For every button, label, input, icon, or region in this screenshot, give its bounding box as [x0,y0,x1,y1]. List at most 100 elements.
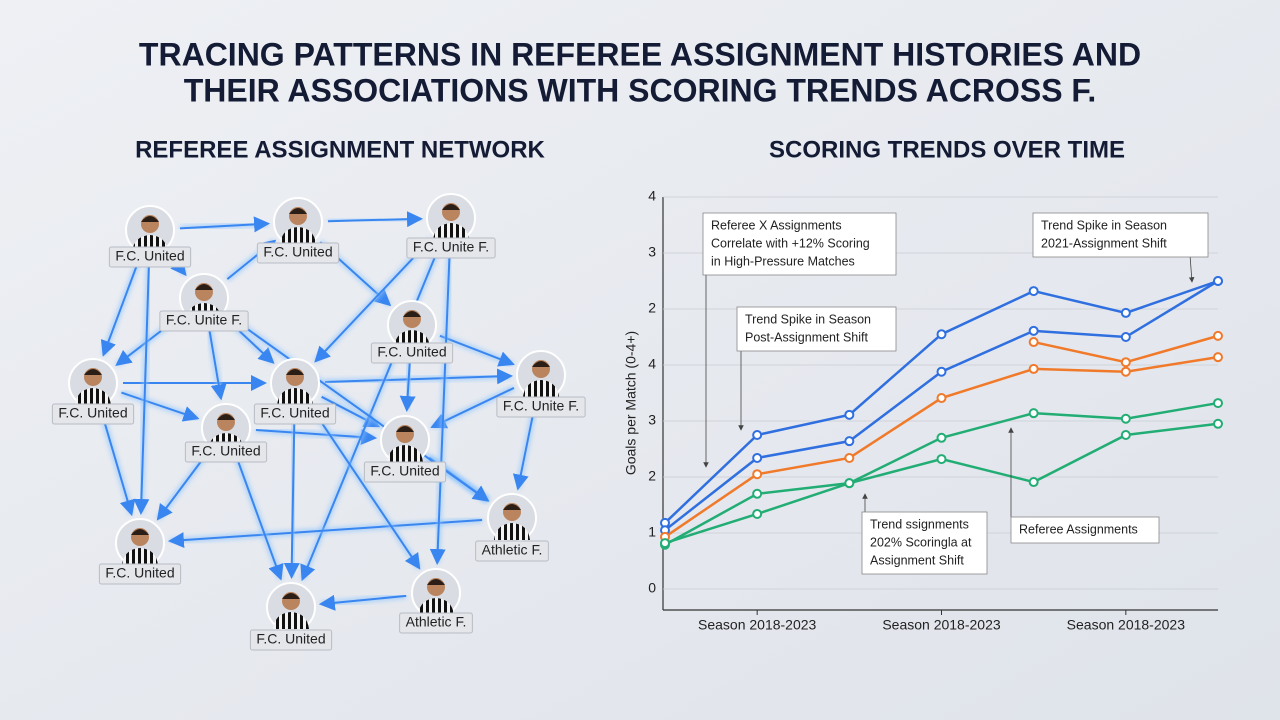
point [1120,430,1131,440]
label-bg [475,540,549,562]
point [752,430,763,440]
edge [327,211,424,228]
node: F.C. Unite F. [406,193,496,259]
point [1028,477,1039,488]
node-label: F.C. United [115,248,184,264]
point [844,478,855,489]
point [844,436,855,447]
hair [403,311,421,317]
edge [235,455,284,581]
point [844,409,855,420]
node-label: F.C. United [260,405,329,421]
label-bg [98,563,182,585]
node: F.C. United [98,518,182,585]
hair [427,579,445,585]
edge [156,451,209,521]
node-label: F.C. United [263,244,332,260]
node: F.C. United [184,403,268,463]
node-label: F.C. United [58,405,127,421]
annotation-text: Trend Spike in Season [1041,218,1167,232]
edge [399,354,416,413]
shirt [523,380,559,397]
shirt [494,523,530,540]
shirt [387,445,423,462]
point [844,452,855,463]
y-tick-label: 4 [648,188,656,204]
edge [100,411,136,517]
y-tick-label: 2 [648,468,656,484]
label-bg [184,441,268,463]
annotation-text: Post-Assignment Shift [745,330,868,344]
shirt [75,388,111,405]
point [1120,332,1131,342]
point [936,432,947,443]
point [1028,325,1039,336]
hair [84,369,102,375]
node: F.C. United [253,358,337,425]
annotation-text: Trend Spike in Season [745,312,871,326]
edge [255,429,378,446]
point [1120,366,1131,377]
annotation-box [1032,212,1209,258]
y-tick-label: 4 [648,356,656,372]
point [1120,307,1131,318]
annotation-box [702,212,897,276]
hair [396,426,414,432]
node: F.C. United [108,205,192,268]
annotation-text: 202% Scoringla at [870,535,972,549]
node-label: F.C. Unite F. [413,239,489,255]
network-title: REFEREE ASSIGNMENT NETWORK [135,136,545,163]
point [1028,337,1039,348]
y-tick-label: 2 [648,300,656,316]
annotation-text: Trend ssignments [870,517,969,531]
title: TRACING PATTERNS IN REFEREE ASSIGNMENT H… [139,36,1141,72]
chart-title: SCORING TRENDS OVER TIME [769,136,1125,163]
node-label: F.C. United [105,565,174,581]
node-label: F.C. United [256,631,325,647]
shirt [433,223,469,240]
x-tick-label: Season 2018-2023 [698,617,817,633]
shirt [277,388,313,405]
point [936,393,947,404]
edge [429,247,451,566]
annotation-text: Referee Assignments [1019,522,1138,536]
edge [208,327,227,401]
edge [100,257,141,357]
hair [131,529,149,535]
network: F.C. United F.C. United F.C. Unite F. F.C. … [51,193,586,651]
node-label: F.C. Unite F. [503,398,579,414]
annotation-box [1010,516,1160,544]
y-tick-label: 0 [648,580,656,596]
annotation-box [861,511,988,575]
annotation-text: 2021-Assignment Shift [1041,236,1167,250]
point [1213,352,1223,363]
hair [289,208,307,214]
edge [512,404,537,491]
node: F.C. United [51,358,135,425]
label-bg [249,629,333,651]
label-bg [253,403,337,425]
point [1028,363,1039,374]
label-bg [496,396,586,418]
node-label: F.C. Unite F. [166,312,242,328]
y-tick-label: 3 [648,244,656,260]
point [936,366,947,377]
shirt [273,612,309,629]
node-label: F.C. United [191,443,260,459]
node: F.C. United [249,582,333,651]
annotation-text: in High-Pressure Matches [711,254,855,268]
y-axis-label: Goals per Match (0-4+) [623,331,639,475]
label-bg [406,237,496,259]
annotation-box [736,306,897,352]
point [1120,413,1131,424]
edge [314,239,432,363]
hair [282,593,300,599]
line-chart: Goals per Match (0-4+) 0 1 2 3 4 2 3 4 Season 20… [623,188,1223,633]
node-label: F.C. United [370,463,439,479]
node: F.C. Unite F. [159,273,249,332]
node: Athletic F. [399,568,473,634]
node: F.C. United [256,197,340,264]
y-tick-label: 3 [648,412,656,428]
edge [133,259,151,516]
